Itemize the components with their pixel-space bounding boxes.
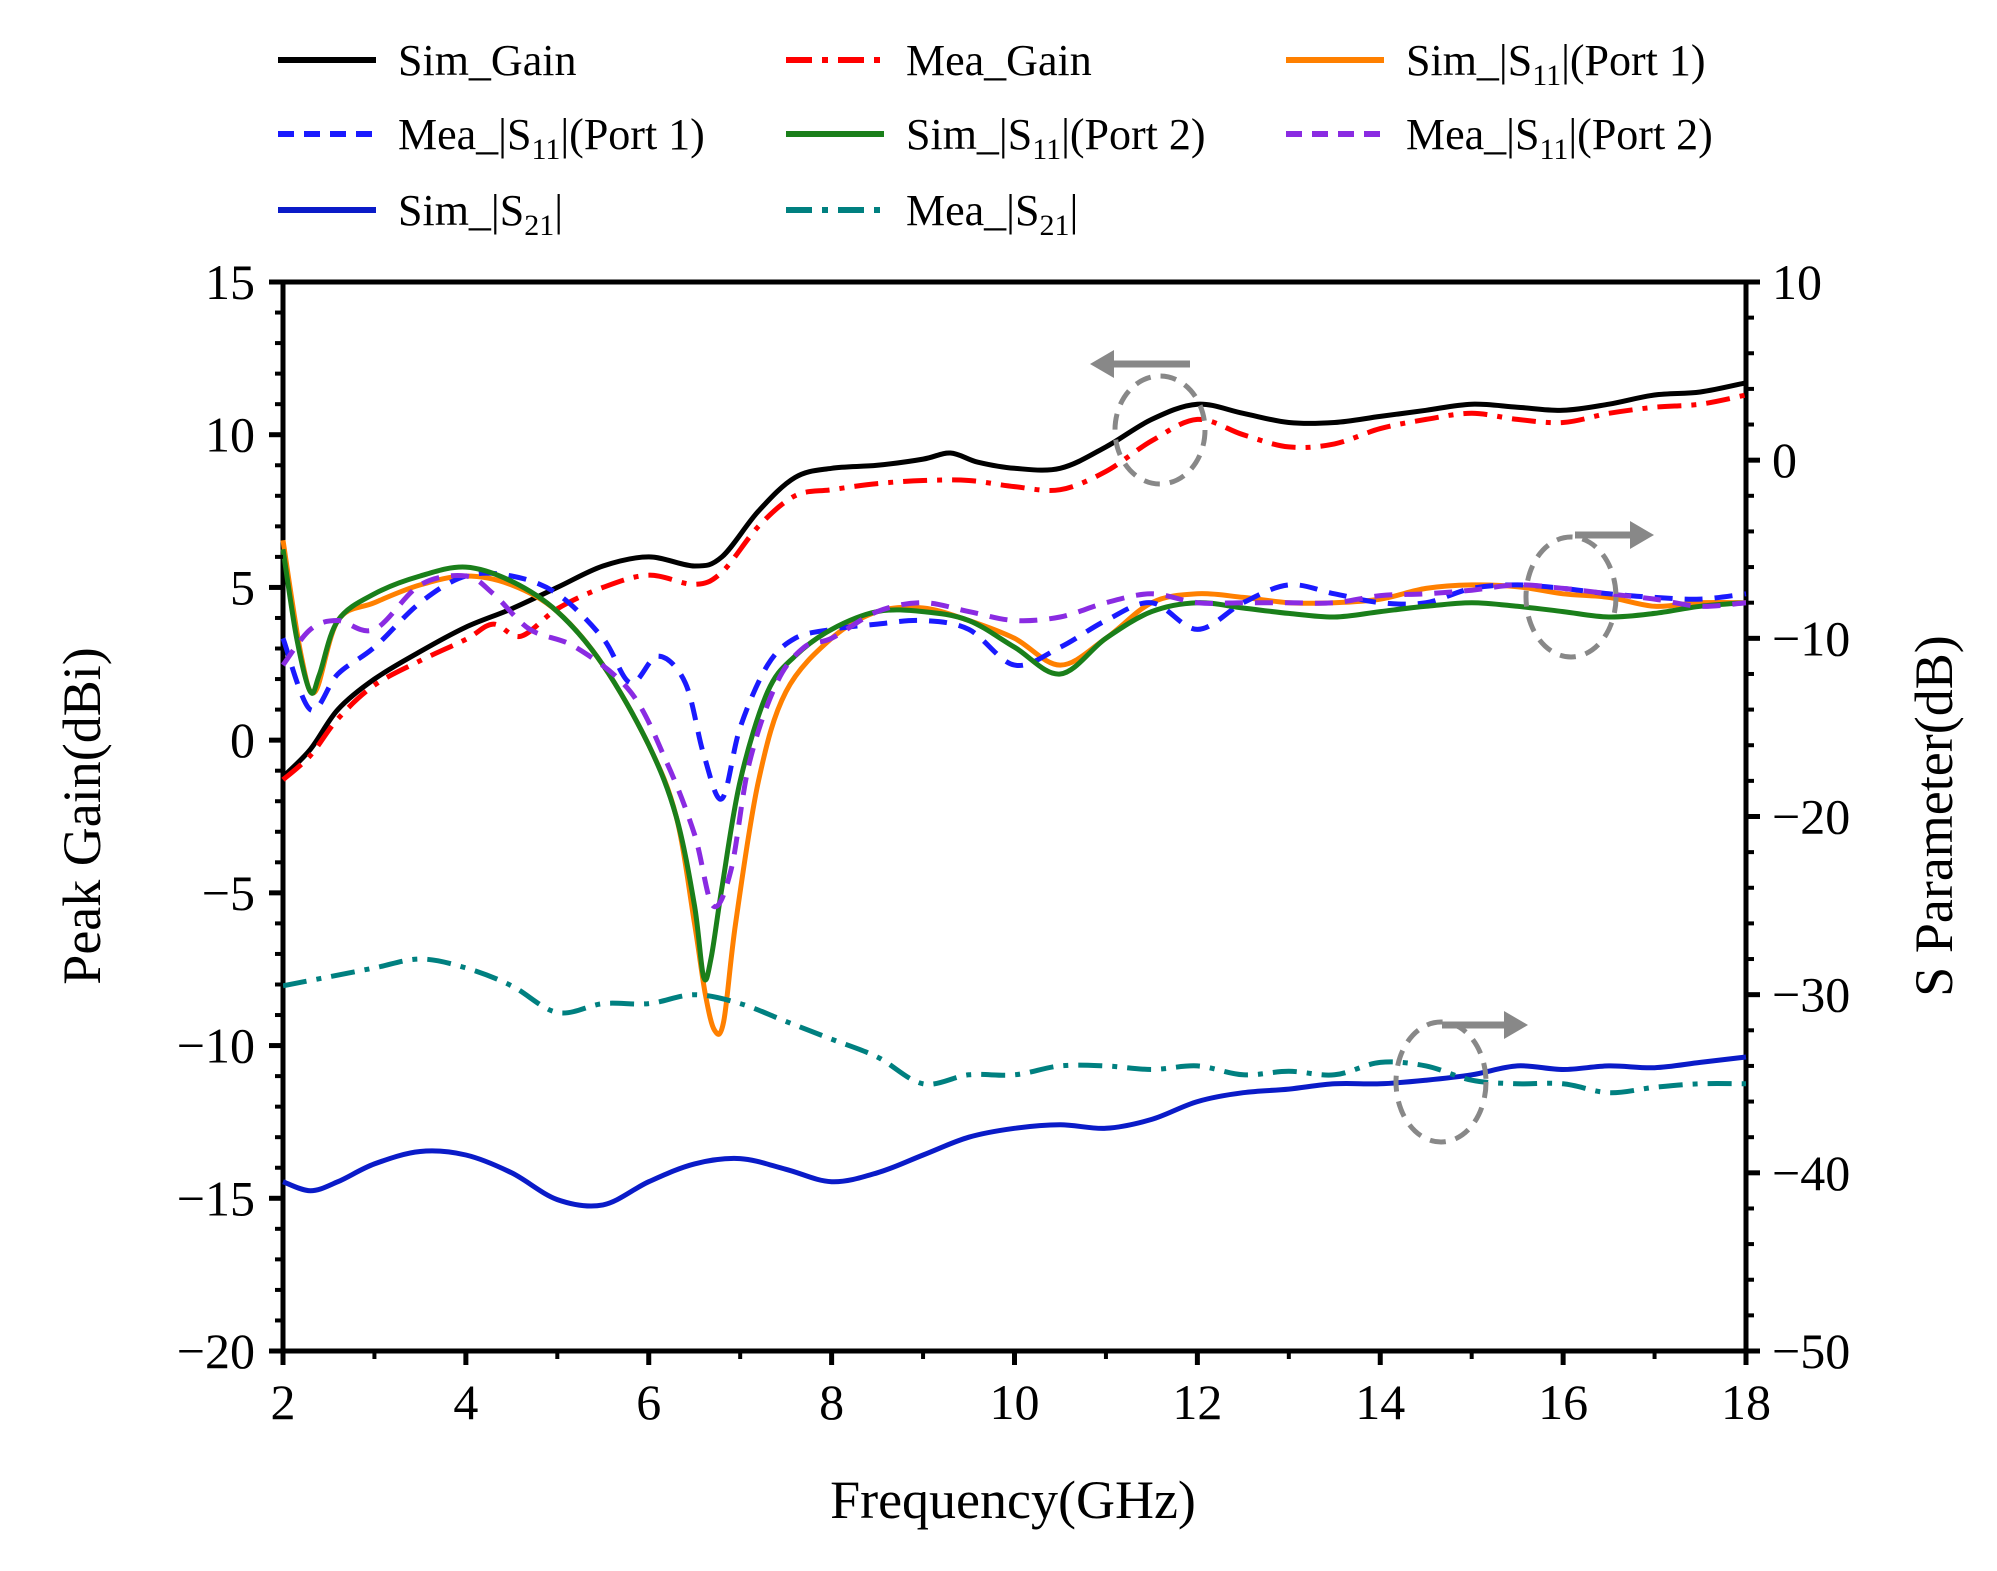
right-axis-indicator-s21 bbox=[1393, 1011, 1528, 1145]
series-line-7 bbox=[282, 956, 1747, 1096]
y-left-tick-label: −5 bbox=[202, 865, 255, 921]
series-line-5 bbox=[280, 573, 1747, 910]
y-left-tick-label: −20 bbox=[177, 1323, 255, 1379]
legend-label: Mea_|S11|(Port 1) bbox=[398, 110, 705, 166]
y-axis-left-title: Peak Gain(dBi) bbox=[52, 647, 112, 984]
y-axis-left: −20 −15 −10 −5 0 5 10 15 bbox=[177, 254, 283, 1379]
x-axis-title: Frequency(GHz) bbox=[830, 1470, 1196, 1530]
series-line-3 bbox=[280, 570, 1747, 802]
right-axis-indicator-s11 bbox=[1523, 521, 1654, 660]
y-left-tick-label: −10 bbox=[177, 1018, 255, 1074]
legend-label: Sim_|S11|(Port 2) bbox=[906, 110, 1206, 166]
y-right-tick-label: −30 bbox=[1772, 967, 1850, 1023]
y-right-tick-label: 0 bbox=[1772, 432, 1797, 488]
series-line-2 bbox=[280, 539, 1747, 1037]
series-line-1 bbox=[281, 392, 1747, 782]
series-line-6 bbox=[282, 1054, 1747, 1209]
y-axis-right: −50 −40 −30 −20 −10 0 10 bbox=[1746, 254, 1850, 1379]
legend: Sim_Gain Mea_Gain Sim_|S11|(Port 1) Mea_|S1… bbox=[278, 36, 1713, 242]
x-tick-label: 6 bbox=[636, 1374, 661, 1430]
legend-label: Mea_|S11|(Port 2) bbox=[1406, 110, 1713, 166]
x-tick-label: 16 bbox=[1538, 1374, 1588, 1430]
legend-label: Sim_Gain bbox=[398, 36, 576, 85]
legend-item: Mea_|S11|(Port 1) bbox=[278, 110, 705, 166]
legend-item: Sim_|S11|(Port 1) bbox=[1286, 36, 1706, 92]
legend-item: Mea_Gain bbox=[786, 36, 1092, 85]
legend-item: Mea_|S21| bbox=[786, 186, 1078, 242]
legend-label: Mea_|S21| bbox=[906, 186, 1078, 242]
x-tick-label: 10 bbox=[990, 1374, 1040, 1430]
y-left-tick-label: 15 bbox=[205, 254, 255, 310]
plot-frame bbox=[280, 279, 1749, 1354]
legend-item: Sim_|S11|(Port 2) bbox=[786, 110, 1206, 166]
legend-label: Sim_|S11|(Port 1) bbox=[1406, 36, 1706, 92]
y-left-tick-label: 10 bbox=[205, 407, 255, 463]
x-tick-label: 14 bbox=[1355, 1374, 1405, 1430]
x-tick-label: 4 bbox=[453, 1374, 478, 1430]
y-right-tick-label: −40 bbox=[1772, 1145, 1850, 1201]
x-axis: 2 4 6 8 10 12 14 16 18 bbox=[271, 1351, 1771, 1430]
y-left-tick-label: −15 bbox=[177, 1170, 255, 1226]
legend-label: Mea_Gain bbox=[906, 36, 1092, 85]
x-tick-label: 8 bbox=[819, 1374, 844, 1430]
y-right-tick-label: −10 bbox=[1772, 610, 1850, 666]
legend-item: Sim_|S21| bbox=[278, 186, 563, 242]
y-left-tick-label: 0 bbox=[230, 712, 255, 768]
y-right-tick-label: 10 bbox=[1772, 254, 1822, 310]
x-tick-label: 18 bbox=[1721, 1374, 1771, 1430]
axis-indicator-annotations bbox=[1090, 350, 1654, 1145]
legend-label: Sim_|S21| bbox=[398, 186, 563, 242]
y-right-tick-label: −50 bbox=[1772, 1323, 1850, 1379]
left-axis-indicator bbox=[1090, 350, 1208, 487]
x-tick-label: 12 bbox=[1172, 1374, 1222, 1430]
series-layer bbox=[280, 380, 1747, 1209]
y-left-tick-label: 5 bbox=[230, 559, 255, 615]
legend-item: Sim_Gain bbox=[278, 36, 576, 85]
x-tick-label: 2 bbox=[271, 1374, 296, 1430]
legend-item: Mea_|S11|(Port 2) bbox=[1286, 110, 1713, 166]
y-right-tick-label: −20 bbox=[1772, 789, 1850, 845]
y-axis-right-title: S Parameter(dB) bbox=[1904, 635, 1964, 996]
